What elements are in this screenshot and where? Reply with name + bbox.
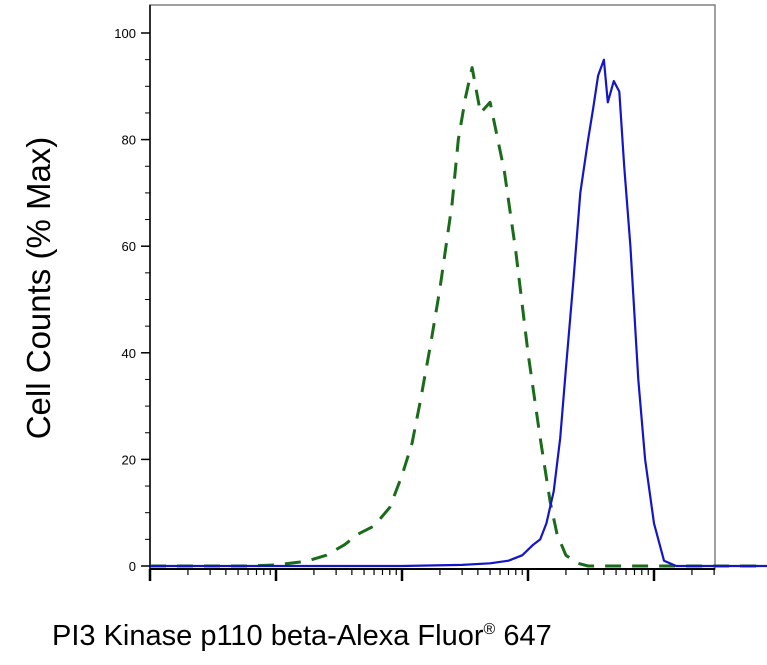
plot-frame xyxy=(149,4,716,570)
dashed-histogram-line xyxy=(150,66,767,568)
series-layer xyxy=(150,58,767,568)
y-tick-label: 100 xyxy=(114,26,136,41)
x-axis-label: PI3 Kinase p110 beta-Alexa Fluor® 647 xyxy=(52,620,552,652)
x-axis-label-superscript: ® xyxy=(484,621,496,638)
y-tick-label: 40 xyxy=(122,346,136,361)
x-axis-label-suffix: 647 xyxy=(495,620,551,652)
x-axis-label-main: PI3 Kinase p110 beta-Alexa Fluor xyxy=(52,620,484,652)
y-tick-label: 80 xyxy=(122,133,136,148)
solid-histogram-line xyxy=(150,58,767,568)
y-tick-label: 0 xyxy=(129,559,136,574)
y-tick-label: 20 xyxy=(122,452,136,467)
y-axis-label: Cell Counts (% Max) xyxy=(20,137,57,440)
y-tick-label: 60 xyxy=(122,239,136,254)
y-axis: 0 20 40 60 80 100 xyxy=(114,5,151,574)
x-axis xyxy=(148,568,715,581)
